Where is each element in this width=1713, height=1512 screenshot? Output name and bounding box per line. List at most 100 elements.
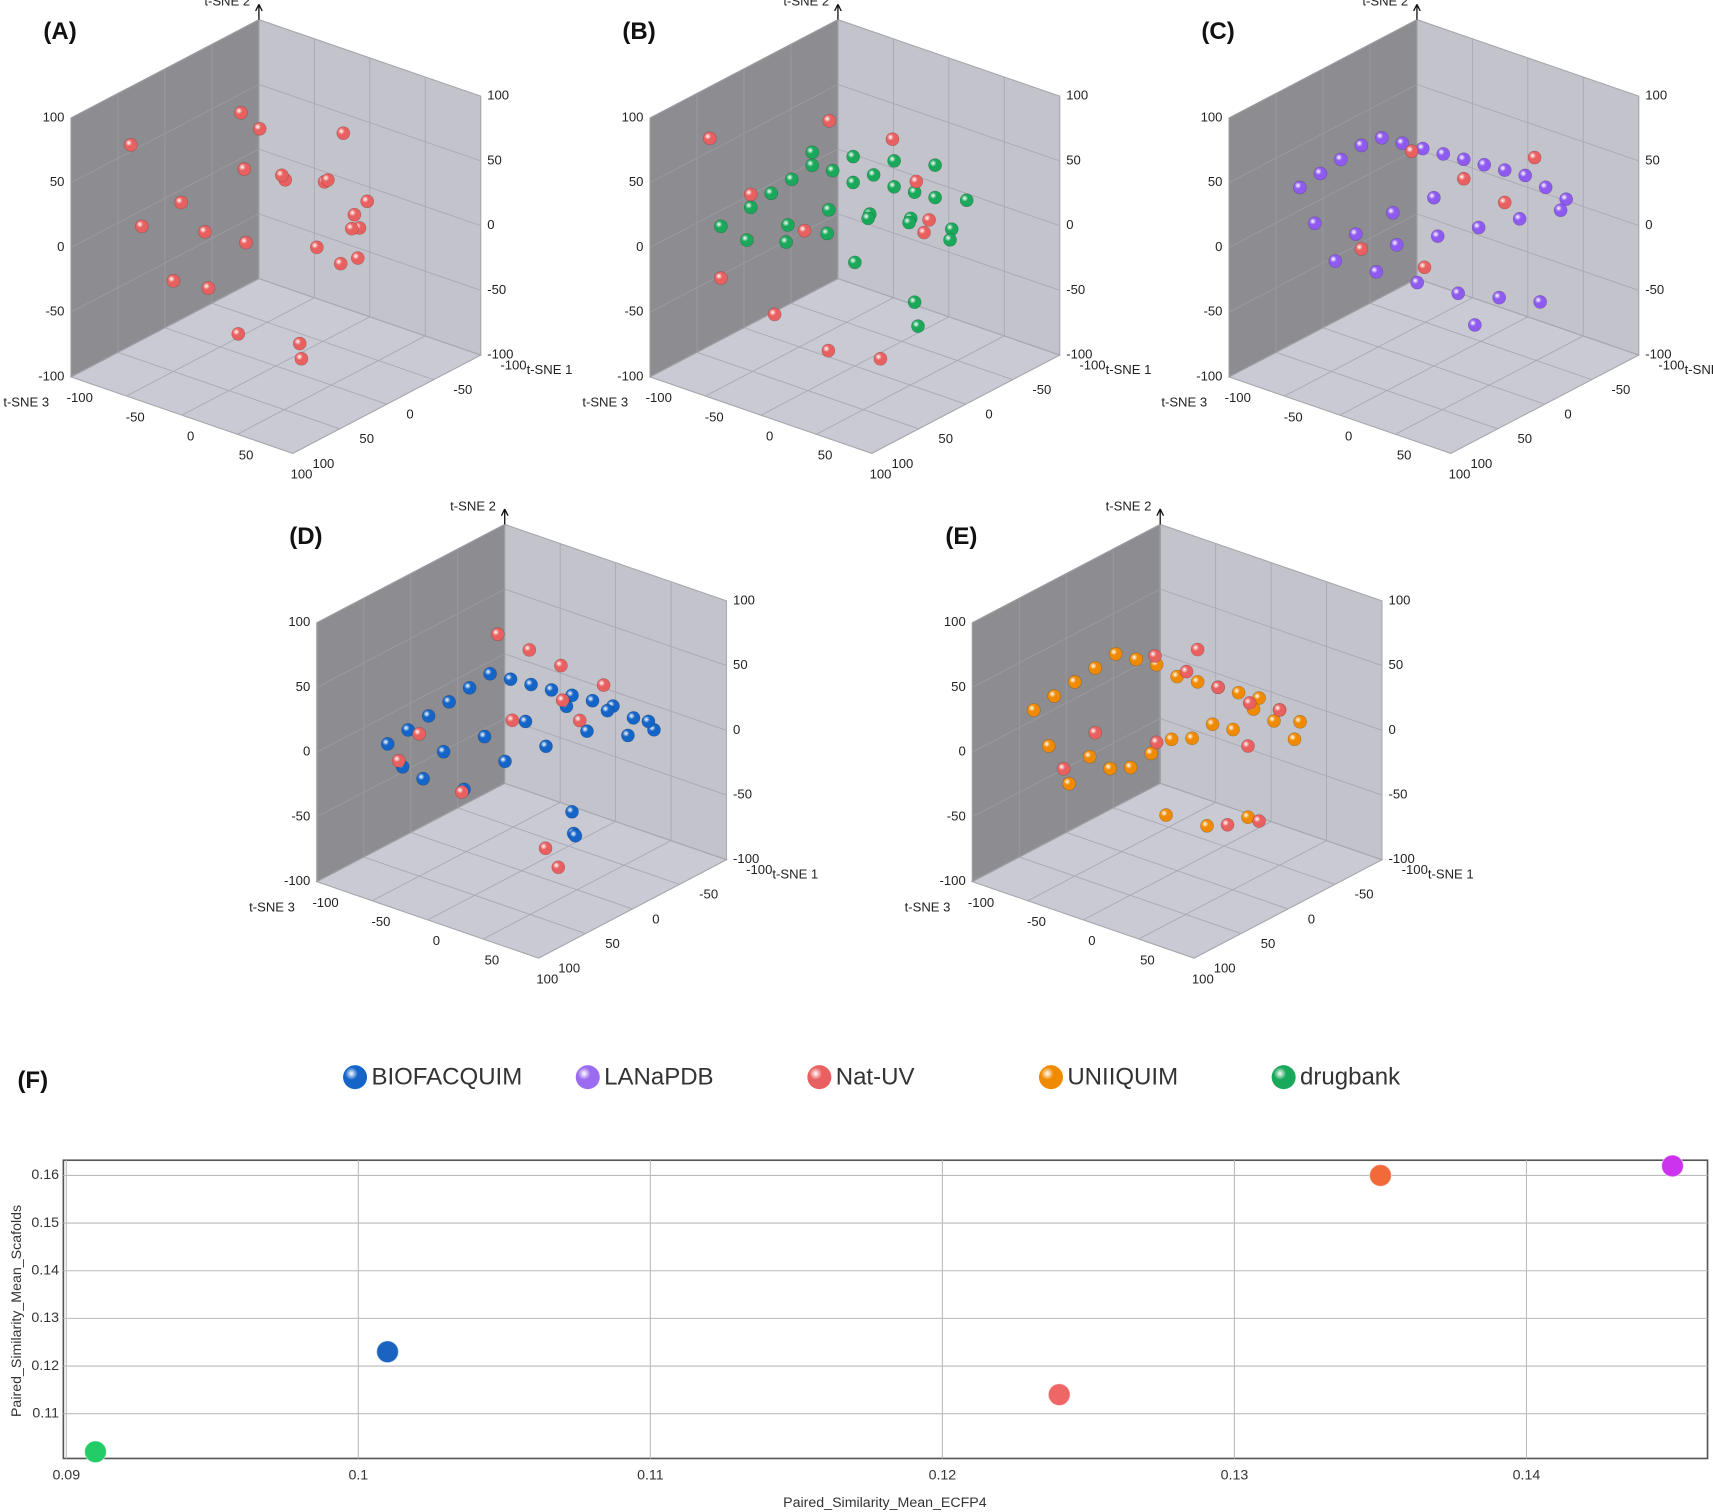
point — [1417, 260, 1432, 275]
grid-line — [258, 213, 481, 291]
grid-line — [70, 376, 293, 454]
y-tick-label: 100 — [288, 614, 310, 629]
grid-line — [1416, 19, 1639, 97]
point — [928, 158, 942, 172]
y-tick-label: -50 — [625, 304, 644, 319]
z-tick-label: 0 — [985, 407, 992, 422]
point — [565, 804, 579, 819]
point — [1200, 819, 1214, 833]
point — [275, 168, 289, 183]
grid-line — [1275, 351, 1498, 430]
point — [887, 179, 901, 194]
point — [764, 186, 779, 201]
grid-line — [1160, 653, 1383, 731]
y-tick-label: -100 — [940, 873, 966, 888]
point — [239, 235, 253, 250]
point — [505, 713, 520, 728]
y-tick-label: -100 — [617, 368, 643, 383]
point — [641, 714, 656, 729]
x-tick-label: 0 — [433, 933, 440, 948]
grid-line — [837, 278, 1060, 356]
grid-line — [363, 856, 586, 934]
z-tick-label: -50 — [453, 382, 472, 397]
point — [522, 643, 537, 657]
point — [1328, 254, 1343, 268]
grid-line — [258, 148, 481, 227]
axis-title: t-SNE 1 — [1428, 867, 1474, 882]
y-tick-label: 100 — [43, 109, 65, 124]
grid-line — [837, 213, 1060, 291]
y-tick-label: 100 — [1389, 592, 1411, 607]
point — [781, 218, 795, 232]
point — [237, 162, 252, 176]
point — [621, 728, 635, 743]
y-tick-label: 100 — [1201, 109, 1223, 124]
point — [1047, 689, 1062, 703]
point — [820, 226, 834, 241]
point — [498, 754, 512, 769]
point — [294, 351, 309, 366]
point — [959, 193, 974, 208]
y-tick-label: 0 — [1066, 217, 1073, 232]
grid-line — [504, 718, 727, 796]
axis-title: t-SNE 2 — [450, 498, 496, 513]
point — [1287, 732, 1302, 747]
z-tick-label: 100 — [1214, 960, 1236, 975]
axis-arrow — [1413, 4, 1421, 20]
axis-title: t-SNE 3 — [582, 395, 628, 410]
axis-title: t-SNE 1 — [527, 362, 573, 377]
point — [585, 693, 600, 708]
point — [1451, 286, 1466, 301]
y-tick-label: 50 — [296, 679, 311, 694]
grid-line — [504, 588, 727, 667]
panel-title: (F) — [17, 1067, 48, 1094]
point — [1149, 735, 1164, 750]
legend-label: drugbank — [1300, 1064, 1401, 1091]
point — [1190, 675, 1205, 689]
z-tick-label: 0 — [1564, 407, 1571, 422]
grid-line — [258, 19, 481, 97]
y-tick-label: 50 — [50, 174, 65, 189]
point — [333, 256, 348, 271]
point — [805, 145, 820, 160]
axis-title: t-SNE 2 — [1362, 0, 1408, 9]
point — [1123, 760, 1138, 775]
y-tick-label: -50 — [1066, 282, 1085, 297]
y-tick-label: 100 — [487, 88, 509, 103]
point — [538, 841, 553, 856]
point — [1518, 168, 1533, 183]
point — [1211, 680, 1225, 695]
point — [572, 713, 587, 728]
panel-title: (A) — [43, 18, 76, 45]
point — [524, 677, 538, 692]
point — [1293, 714, 1307, 729]
point — [544, 683, 559, 697]
z-tick-label: -100 — [746, 862, 772, 877]
point — [477, 729, 492, 744]
point — [822, 113, 837, 128]
point — [907, 295, 922, 310]
point — [360, 194, 375, 209]
panel-title: (B) — [622, 18, 655, 45]
point — [1041, 739, 1056, 753]
axis-title: t-SNE 1 — [1106, 362, 1152, 377]
y-tick-label: 0 — [487, 217, 494, 232]
point — [822, 202, 836, 217]
point — [848, 255, 862, 270]
x-axis-title: Paired_Similarity_Mean_ECFP4 — [783, 1495, 987, 1511]
grid-line — [457, 807, 680, 885]
grid-line — [504, 782, 727, 861]
grid-line — [1113, 807, 1336, 885]
y-tick-label: 100 — [944, 614, 966, 629]
point — [350, 251, 365, 265]
legend-label: LANaPDB — [604, 1064, 713, 1091]
x-tick-label: 0 — [766, 428, 773, 443]
y-tick-label: 0.15 — [31, 1215, 59, 1231]
x-tick-label: -100 — [1225, 390, 1251, 405]
point — [1159, 808, 1173, 822]
point — [483, 666, 497, 681]
x-tick-label: -50 — [1027, 914, 1046, 929]
point — [1242, 696, 1257, 710]
point — [201, 281, 216, 295]
x-tick-label: 100 — [536, 971, 558, 986]
